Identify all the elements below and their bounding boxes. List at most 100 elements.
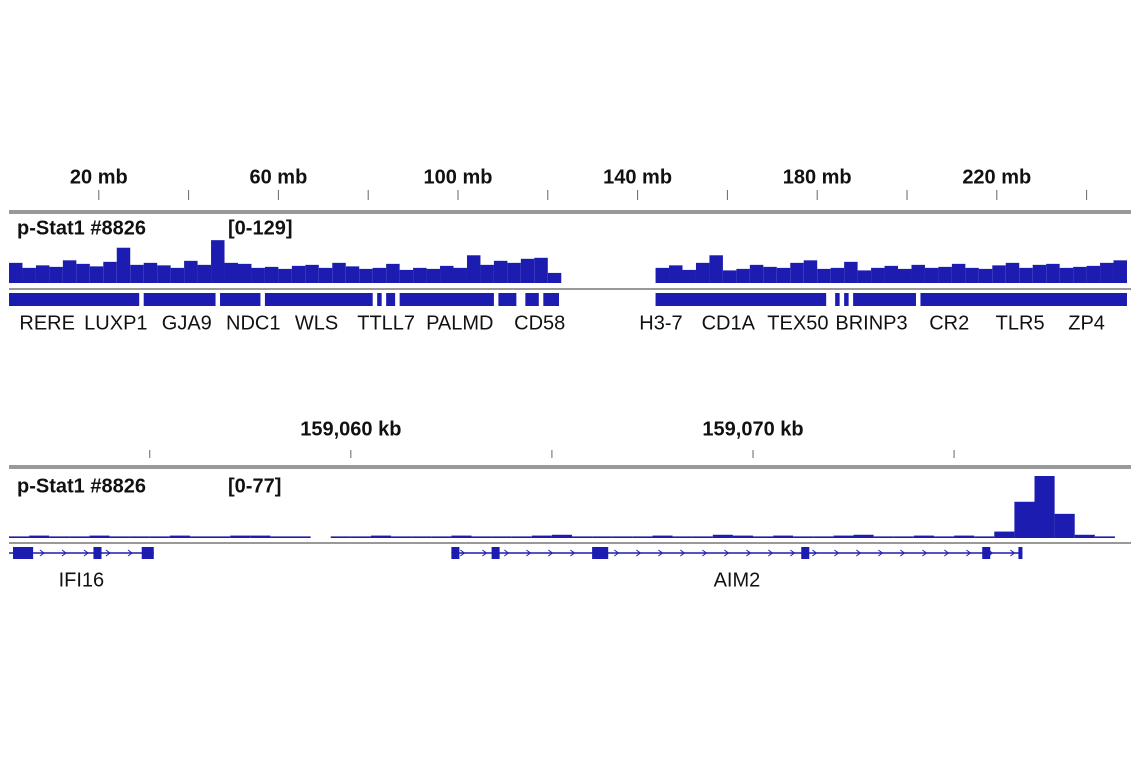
coverage-bar bbox=[453, 267, 467, 283]
coverage-bar bbox=[709, 255, 723, 283]
strand-arrow bbox=[790, 549, 796, 557]
coverage-bar bbox=[857, 270, 872, 283]
coverage-bar bbox=[736, 268, 750, 283]
coverage-bar bbox=[776, 267, 791, 283]
coverage-bar bbox=[440, 265, 454, 283]
coverage-bar bbox=[632, 536, 653, 538]
coverage-bar bbox=[413, 267, 427, 283]
coverage-bar bbox=[1054, 513, 1075, 538]
gene-label: CD1A bbox=[702, 312, 756, 334]
exon bbox=[801, 547, 810, 559]
strand-arrow bbox=[746, 549, 752, 557]
gene-label: LUXP1 bbox=[84, 312, 147, 334]
coverage-bar bbox=[237, 263, 252, 283]
coverage-bar bbox=[491, 536, 512, 538]
coverage-bar bbox=[391, 536, 412, 538]
strand-arrow bbox=[636, 549, 642, 557]
exon bbox=[451, 547, 460, 559]
coverage-bar bbox=[184, 260, 198, 283]
coverage-bar bbox=[480, 264, 494, 283]
track-divider bbox=[9, 542, 1131, 544]
coverage-bar bbox=[992, 265, 1006, 283]
coverage-bar bbox=[318, 267, 333, 283]
ruler-divider bbox=[9, 465, 1131, 469]
coverage-bar bbox=[9, 262, 23, 283]
coverage-bar bbox=[511, 536, 532, 538]
coverage-bar bbox=[1074, 534, 1095, 538]
gene-feature bbox=[9, 293, 140, 306]
strand-arrow bbox=[922, 549, 928, 557]
strand-arrow bbox=[570, 549, 576, 557]
exon bbox=[93, 547, 102, 559]
exon bbox=[1018, 547, 1023, 559]
coverage-bar bbox=[370, 535, 392, 538]
coverage-bar bbox=[884, 265, 899, 283]
coverage-bar bbox=[793, 536, 814, 538]
coverage-bar bbox=[189, 536, 211, 538]
strand-arrow bbox=[504, 549, 510, 557]
gene-feature bbox=[386, 293, 396, 306]
coverage-bar bbox=[89, 535, 110, 538]
coverage-bar bbox=[290, 536, 311, 538]
strand-arrow bbox=[680, 549, 686, 557]
track-name: p-Stat1 #8826 bbox=[17, 217, 146, 239]
gene-label: H3-7 bbox=[639, 312, 682, 334]
coverage-bar bbox=[1019, 267, 1033, 283]
coverage-bar bbox=[672, 536, 693, 538]
gene-label: TTLL7 bbox=[357, 312, 415, 334]
strand-arrow bbox=[900, 549, 906, 557]
strand-arrow bbox=[658, 549, 664, 557]
strand-arrow bbox=[127, 549, 133, 557]
coverage-bar bbox=[938, 266, 952, 283]
coverage-bar bbox=[471, 536, 492, 538]
coverage-bar bbox=[531, 535, 552, 538]
coverage-bar bbox=[853, 534, 874, 538]
x-tick-label: 60 mb bbox=[249, 166, 307, 188]
coverage-bar bbox=[924, 267, 939, 283]
coverage-bar bbox=[345, 266, 360, 283]
coverage-bar bbox=[1100, 262, 1114, 283]
data-range: [0-77] bbox=[228, 475, 281, 497]
strand-arrow bbox=[1010, 549, 1016, 557]
gene-label: BRINP3 bbox=[835, 312, 907, 334]
coverage-bar bbox=[264, 266, 279, 283]
coverage-bar bbox=[534, 257, 548, 283]
coverage-bar bbox=[1014, 501, 1035, 538]
x-tick-label: 180 mb bbox=[783, 166, 852, 188]
coverage-bar bbox=[1073, 266, 1087, 283]
ruler-divider bbox=[9, 210, 1131, 214]
coverage-bar bbox=[1059, 267, 1074, 283]
coverage-bar bbox=[752, 536, 774, 538]
strand-arrow bbox=[83, 549, 89, 557]
track-divider bbox=[9, 288, 1131, 290]
x-tick-label: 220 mb bbox=[962, 166, 1031, 188]
x-tick-label: 159,070 kb bbox=[702, 418, 803, 440]
coverage-bar bbox=[873, 536, 894, 538]
coverage-bar bbox=[1094, 536, 1115, 538]
gene-label: RERE bbox=[19, 312, 75, 334]
exon bbox=[13, 547, 34, 559]
gene-label: CR2 bbox=[929, 312, 969, 334]
exon bbox=[982, 547, 991, 559]
strand-arrow bbox=[548, 549, 554, 557]
coverage-bar bbox=[330, 536, 351, 538]
coverage-bar bbox=[913, 535, 934, 538]
coverage-bar bbox=[833, 535, 854, 538]
strand-arrow bbox=[61, 549, 67, 557]
coverage-bar bbox=[1086, 265, 1101, 283]
coverage-bar bbox=[76, 263, 90, 283]
coverage-bar bbox=[35, 265, 50, 283]
coverage-bar bbox=[507, 262, 521, 283]
coverage-bar bbox=[1032, 264, 1047, 283]
coverage-bar bbox=[592, 536, 613, 538]
coverage-bar bbox=[130, 264, 144, 283]
coverage-bar bbox=[386, 263, 400, 283]
coverage-bar bbox=[790, 262, 804, 283]
coverage-bar bbox=[332, 262, 346, 283]
coverage-bar bbox=[350, 536, 371, 538]
coverage-bar bbox=[89, 266, 104, 283]
gene-label: NDC1 bbox=[226, 312, 280, 334]
coverage-bar bbox=[29, 535, 50, 538]
coverage-bar bbox=[493, 260, 508, 283]
track-name: p-Stat1 #8826 bbox=[17, 475, 146, 497]
